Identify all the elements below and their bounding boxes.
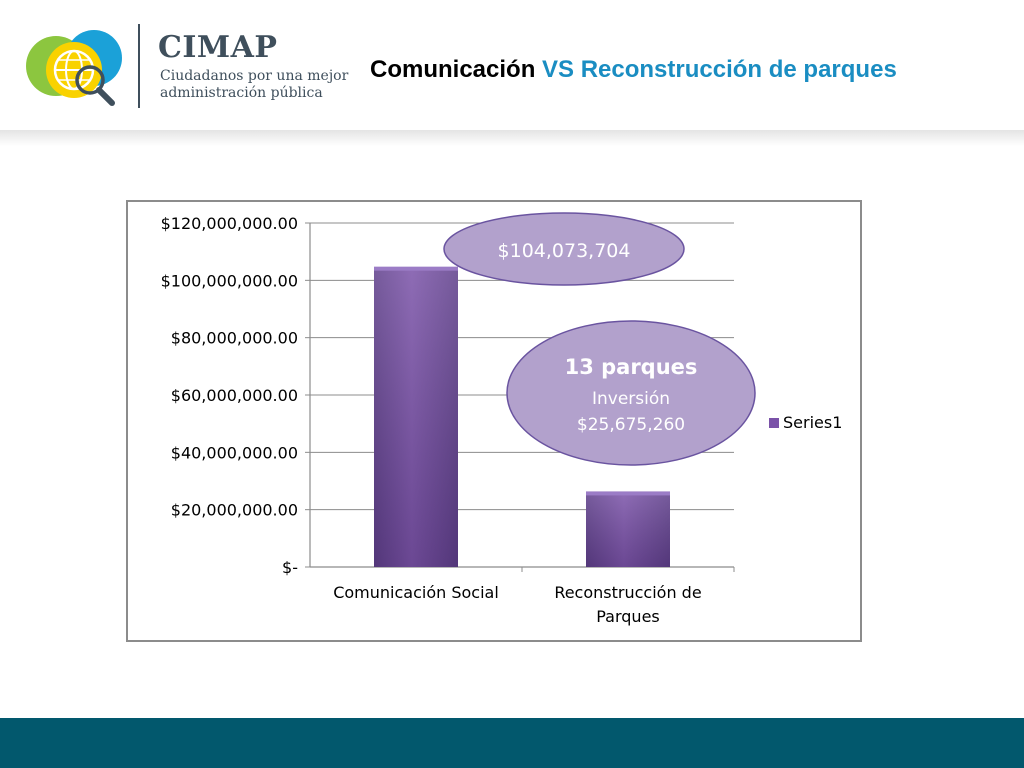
annotation-total-comunicacion: $104,073,704 bbox=[498, 240, 631, 262]
bar-shade bbox=[586, 493, 670, 567]
slide-title: Comunicación VS Reconstrucción de parque… bbox=[370, 56, 897, 84]
bar-chart: $- $20,000,000.00 $40,000,000.00 $60,000,00… bbox=[161, 212, 842, 626]
y-tick-label: $20,000,000.00 bbox=[171, 501, 298, 520]
x-category-label: Reconstrucción de bbox=[554, 583, 701, 602]
slide-header: CIMAP Ciudadanos por una mejor administr… bbox=[0, 0, 1024, 132]
y-tick-label: $60,000,000.00 bbox=[171, 386, 298, 405]
brand-tagline: Ciudadanos por una mejor administración … bbox=[160, 68, 349, 101]
y-tick-label: $120,000,000.00 bbox=[161, 214, 298, 233]
footer-bar bbox=[0, 718, 1024, 768]
annotation-bubble bbox=[506, 320, 756, 466]
x-category-label: Comunicación Social bbox=[333, 583, 499, 602]
legend-label: Series1 bbox=[783, 413, 842, 432]
annotation-parques-amount: $25,675,260 bbox=[577, 415, 685, 435]
chart-frame: $- $20,000,000.00 $40,000,000.00 $60,000,00… bbox=[126, 200, 862, 642]
bar-top bbox=[374, 266, 458, 271]
x-category-label: Parques bbox=[596, 607, 660, 626]
brand-name: CIMAP bbox=[158, 30, 278, 65]
legend-swatch bbox=[769, 418, 779, 428]
y-tick-label: $80,000,000.00 bbox=[171, 329, 298, 348]
annotation-parques-label: Inversión bbox=[592, 389, 670, 409]
slide-title-part1: Comunicación bbox=[370, 56, 536, 83]
y-tick-label: $- bbox=[282, 558, 298, 577]
annotation-parques-count: 13 parques bbox=[565, 355, 698, 379]
annotation-bubble bbox=[443, 212, 685, 286]
slide-title-part2: VS Reconstrucción de parques bbox=[535, 56, 897, 83]
globe-magnifier-icon bbox=[26, 30, 122, 106]
bar-top bbox=[586, 491, 670, 496]
y-tick-label: $100,000,000.00 bbox=[161, 271, 298, 290]
y-tick-label: $40,000,000.00 bbox=[171, 443, 298, 462]
logo-divider bbox=[138, 24, 140, 108]
header-shadow bbox=[0, 130, 1024, 146]
bar-shade bbox=[374, 268, 458, 567]
